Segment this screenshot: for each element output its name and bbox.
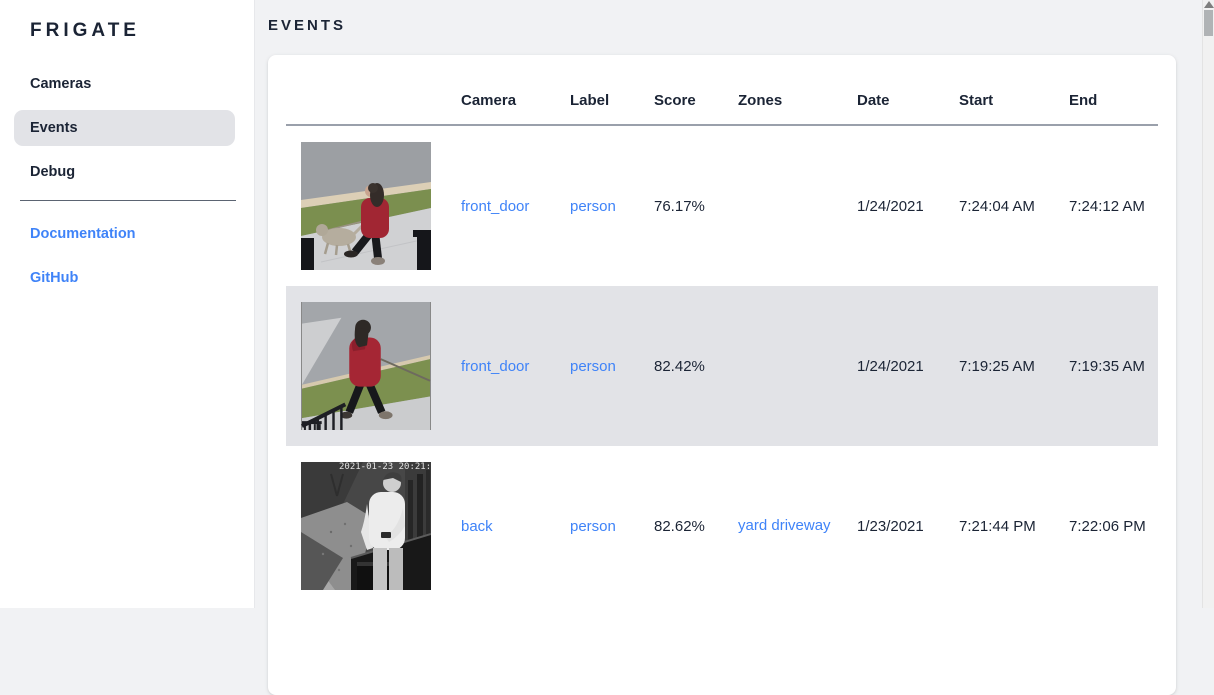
sidebar-item-label: Events [30, 120, 78, 136]
event-thumbnail: 2021-01-23 20:21:42 [301, 462, 431, 590]
camera-cell: front_door [461, 198, 570, 215]
score-cell: 76.17% [654, 197, 705, 215]
sidebar-link-label: Documentation [30, 226, 136, 242]
end-cell: 7:24:12 AM [1069, 197, 1145, 215]
zone-link-driveway[interactable]: driveway [771, 517, 831, 534]
camera-link[interactable]: front_door [461, 197, 530, 215]
sidebar-item-cameras[interactable]: Cameras [14, 66, 235, 102]
label-cell: person [570, 358, 654, 375]
sidebar-link-label: GitHub [30, 270, 79, 286]
event-thumbnail [301, 142, 431, 270]
camera-link[interactable]: back [461, 517, 493, 535]
zones-cell: yard driveway [738, 514, 857, 538]
end-cell: 7:19:35 AM [1069, 357, 1145, 375]
thumbnail-timestamp-overlay: 2021-01-23 20:21:42 [339, 462, 431, 472]
events-card: Camera Label Score Zones Date Start End [268, 55, 1176, 695]
table-row-highlighted: front_door person 82.42% 1/24/2021 7:19:… [286, 286, 1158, 446]
sidebar-link-github[interactable]: GitHub [14, 260, 235, 296]
table-row: front_door person 76.17% 1/24/2021 7:24:… [286, 126, 1158, 286]
camera-cell: front_door [461, 358, 570, 375]
zone-link-yard[interactable]: yard [738, 517, 768, 534]
label-link[interactable]: person [570, 357, 616, 375]
score-cell: 82.42% [654, 357, 705, 375]
events-table: Camera Label Score Zones Date Start End [286, 55, 1158, 606]
date-cell: 1/24/2021 [857, 357, 924, 375]
sidebar: FRIGATE Cameras Events Debug Documentati… [0, 0, 255, 608]
sidebar-item-events[interactable]: Events [14, 110, 235, 146]
sidebar-nav: Cameras Events Debug [0, 66, 254, 190]
app-logo: FRIGATE [30, 20, 140, 41]
main-content: EVENTS Camera Label Score Zones Date Sta… [255, 0, 1214, 695]
start-cell: 7:19:25 AM [959, 357, 1035, 375]
thumbnail-cell: 2021-01-23 20:21:42 [286, 462, 461, 590]
thumbnail-cell [286, 142, 461, 270]
date-cell: 1/24/2021 [857, 197, 924, 215]
start-cell: 7:21:44 PM [959, 517, 1036, 535]
scrollbar-up-arrow-icon[interactable] [1204, 1, 1214, 8]
sidebar-item-label: Cameras [30, 76, 92, 92]
sidebar-external-links: Documentation GitHub [0, 216, 254, 296]
page-title: EVENTS [268, 17, 347, 34]
label-link[interactable]: person [570, 197, 616, 215]
scrollbar-thumb[interactable] [1204, 10, 1213, 36]
event-thumbnail [301, 302, 431, 430]
start-cell: 7:24:04 AM [959, 197, 1035, 215]
sidebar-item-debug[interactable]: Debug [14, 154, 235, 190]
date-cell: 1/23/2021 [857, 517, 924, 535]
header-date: Date [857, 92, 890, 109]
score-cell: 82.62% [654, 517, 705, 535]
header-zones: Zones [738, 92, 783, 109]
label-link[interactable]: person [570, 517, 616, 535]
vertical-scrollbar[interactable] [1202, 0, 1214, 608]
sidebar-divider [20, 200, 236, 201]
label-cell: person [570, 198, 654, 215]
table-header-row: Camera Label Score Zones Date Start End [286, 55, 1158, 126]
camera-link[interactable]: front_door [461, 357, 530, 375]
sidebar-item-label: Debug [30, 164, 76, 180]
header-start: Start [959, 92, 994, 109]
header-end: End [1069, 92, 1098, 109]
label-cell: person [570, 518, 654, 535]
header-label: Label [570, 92, 610, 109]
header-thumbnail [286, 109, 461, 124]
header-score: Score [654, 92, 696, 109]
camera-cell: back [461, 518, 570, 535]
end-cell: 7:22:06 PM [1069, 517, 1146, 535]
sidebar-link-documentation[interactable]: Documentation [14, 216, 235, 252]
thumbnail-cell [286, 302, 461, 430]
table-row: 2021-01-23 20:21:42 back person 82.62% y… [286, 446, 1158, 606]
header-camera: Camera [461, 92, 517, 109]
